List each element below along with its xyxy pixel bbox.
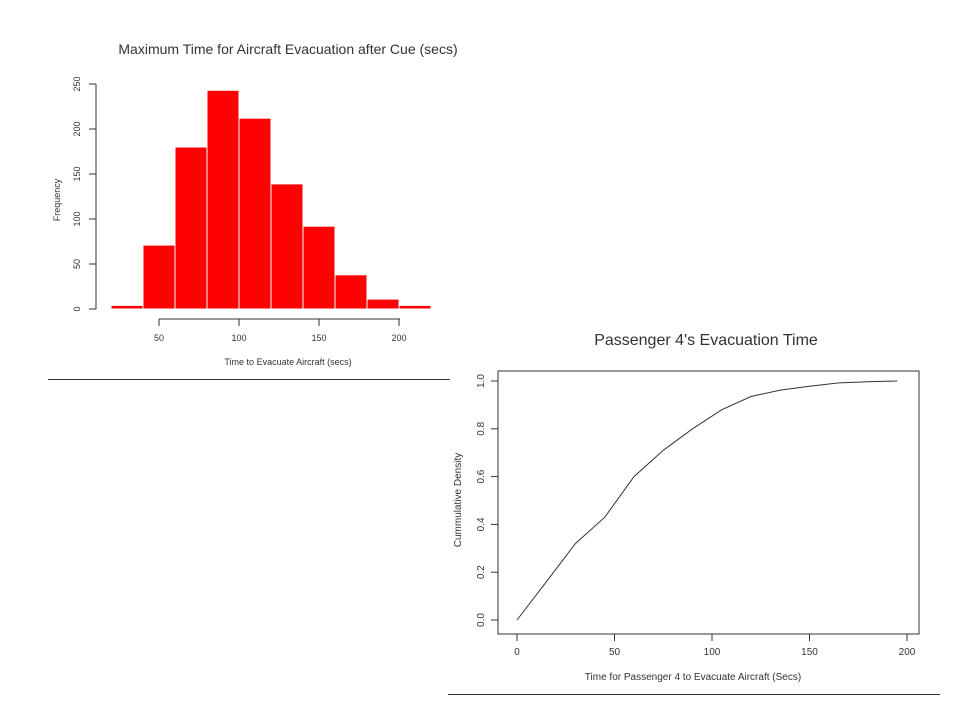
histogram-bar xyxy=(110,304,144,310)
cdf-x-tick-label: 200 xyxy=(899,647,916,658)
cdf-series-line xyxy=(516,380,898,621)
histogram-bar xyxy=(334,274,368,310)
cdf-y-tick-label: 0.4 xyxy=(476,517,487,531)
histogram-y-tick-label: 200 xyxy=(72,121,82,136)
histogram-bar xyxy=(430,307,464,310)
cdf-chart: Passenger 4's Evacuation Time 0 50 100 150 2… xyxy=(453,332,920,683)
histogram-y-label: Frequency xyxy=(52,178,62,221)
cdf-x-tick-label: 0 xyxy=(514,647,520,658)
cdf-plot-frame xyxy=(497,370,920,635)
histogram-x-label: Time to Evacuate Aircraft (secs) xyxy=(224,357,351,367)
cdf-y-tick-label: 0.6 xyxy=(476,469,487,483)
cdf-title: Passenger 4's Evacuation Time xyxy=(594,332,818,349)
histogram-bar xyxy=(238,117,272,310)
histogram-bar xyxy=(142,244,176,310)
histogram-x-tick-label: 100 xyxy=(231,333,246,343)
cdf-y-tick-label: 0.8 xyxy=(476,421,487,435)
histogram-x-tick-label: 150 xyxy=(311,333,326,343)
histogram-chart: Maximum Time for Aircraft Evacuation aft… xyxy=(52,41,464,367)
histogram-y-tick-label: 250 xyxy=(72,76,82,91)
divider-line-lower xyxy=(448,694,940,695)
cdf-y-tick-label: 0.2 xyxy=(476,565,487,579)
divider-line-upper xyxy=(48,379,450,380)
histogram-x-tick-label: 200 xyxy=(391,333,406,343)
cdf-y-tick-label: 1.0 xyxy=(476,374,487,388)
histogram-bar xyxy=(302,225,336,310)
histogram-y-tick-label: 0 xyxy=(72,306,82,311)
cdf-x-tick-label: 150 xyxy=(801,647,818,658)
histogram-x-ticks: 50 100 150 200 xyxy=(154,319,407,343)
cdf-y-label: Cummulative Density xyxy=(453,453,464,547)
histogram-title: Maximum Time for Aircraft Evacuation aft… xyxy=(118,41,457,57)
cdf-y-tick-label: 0.0 xyxy=(476,613,487,627)
histogram-bars xyxy=(110,89,464,310)
histogram-bar xyxy=(366,298,400,310)
cdf-x-label: Time for Passenger 4 to Evacuate Aircraf… xyxy=(585,672,801,683)
cdf-x-tick-label: 100 xyxy=(704,647,721,658)
cdf-x-ticks: 0 50 100 150 200 xyxy=(514,634,916,658)
histogram-x-tick-label: 50 xyxy=(154,333,164,343)
histogram-bar xyxy=(206,89,240,310)
histogram-y-ticks: 0 50 100 150 200 250 xyxy=(72,76,96,312)
histogram-bar xyxy=(398,304,432,310)
histogram-bar xyxy=(174,146,208,310)
histogram-bar xyxy=(270,183,304,310)
histogram-y-tick-label: 50 xyxy=(72,259,82,269)
cdf-x-tick-label: 50 xyxy=(609,647,621,658)
histogram-y-tick-label: 100 xyxy=(72,211,82,226)
histogram-y-tick-label: 150 xyxy=(72,166,82,181)
cdf-y-ticks: 0.0 0.2 0.4 0.6 0.8 1.0 xyxy=(476,374,498,627)
